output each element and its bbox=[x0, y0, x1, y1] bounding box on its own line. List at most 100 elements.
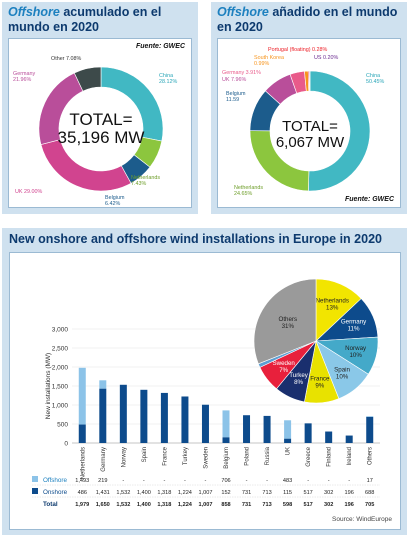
bar-onshore-france bbox=[160, 392, 168, 443]
bar-onshore-ireland bbox=[345, 435, 353, 443]
table-cell: - bbox=[163, 478, 165, 484]
pie-label-name: China bbox=[366, 73, 381, 79]
table-cell: 731 bbox=[242, 490, 251, 496]
pie-label-name: China bbox=[159, 73, 174, 79]
legend-label-offshore: Offshore bbox=[43, 477, 68, 484]
table-cell: - bbox=[205, 478, 207, 484]
legend-label-onshore: Onshore bbox=[43, 489, 68, 496]
pie-slice-uk bbox=[40, 139, 132, 192]
offshore-cumulative-title: Offshore acumulado en el mundo en 2020 bbox=[8, 5, 162, 34]
pie-label-value: 0.99% bbox=[254, 61, 270, 68]
chart-source: Source: WindEurope bbox=[332, 516, 392, 523]
pie-value-others: 31% bbox=[282, 323, 295, 330]
pie-label-others: Others bbox=[279, 316, 298, 323]
offshore-added-total: TOTAL= 6,067 MW bbox=[275, 118, 345, 151]
bar-onshore-sweden bbox=[201, 404, 209, 443]
legend-label-total: Total bbox=[43, 501, 58, 508]
bar-onshore-poland bbox=[243, 415, 251, 443]
offshore-added-chart-area: TOTAL= 6,067 MW China 50.45% Netherlands 24… bbox=[217, 38, 401, 208]
y-tick-label: 3,000 bbox=[52, 327, 69, 334]
pie-label-belgium: Belgium 11.59 bbox=[226, 91, 245, 104]
table-cell: 152 bbox=[221, 490, 230, 496]
pie-label-name: Other 7.08% bbox=[51, 56, 82, 62]
table-cell: 1,532 bbox=[116, 490, 130, 496]
pie-label-netherlands: Netherlands 7.43% bbox=[131, 175, 160, 188]
pie-label-sweden: Sweden bbox=[272, 360, 295, 367]
table-cell: 858 bbox=[221, 502, 230, 508]
table-cell: 302 bbox=[324, 502, 333, 508]
y-axis-label: New installations (MW) bbox=[45, 353, 52, 419]
table-cell: 1,400 bbox=[137, 490, 151, 496]
table-cell: 17 bbox=[367, 478, 373, 484]
offshore-cumulative-total: TOTAL= 35,196 MW bbox=[57, 110, 145, 147]
x-tick-label: Norway bbox=[121, 447, 127, 467]
pie-label-value: 24.65% bbox=[234, 191, 253, 198]
offshore-added-title: Offshore añadido en el mundo en 2020 bbox=[217, 5, 398, 34]
bar-onshore-greece bbox=[304, 423, 312, 443]
x-tick-label: Greece bbox=[306, 446, 312, 466]
table-cell: 598 bbox=[283, 502, 292, 508]
table-cell: 1,224 bbox=[178, 502, 193, 508]
table-cell: 517 bbox=[303, 490, 312, 496]
table-cell: 706 bbox=[221, 478, 230, 484]
bar-onshore-spain bbox=[140, 389, 148, 443]
x-tick-label: Ireland bbox=[347, 447, 353, 465]
pie-value-germany: 11% bbox=[348, 326, 360, 333]
table-cell: - bbox=[246, 478, 248, 484]
europe-title: New onshore and offshore wind installati… bbox=[9, 232, 382, 246]
table-cell: 483 bbox=[283, 478, 292, 484]
europe-share-pie: Netherlands13%Germany11%Norway10%Spain10… bbox=[253, 278, 379, 404]
pie-label-china: China 28.12% bbox=[159, 73, 177, 86]
table-cell: 1,007 bbox=[198, 490, 212, 496]
legend-swatch-offshore bbox=[32, 476, 38, 482]
pie-slice-us bbox=[308, 70, 311, 92]
pie-label-turkey: Turkey bbox=[289, 372, 309, 379]
table-cell: 1,532 bbox=[116, 502, 130, 508]
y-tick-label: 500 bbox=[57, 422, 68, 429]
pie-label-value: 6.42% bbox=[105, 201, 121, 208]
pie-label-value: 21.96% bbox=[13, 77, 32, 84]
table-cell: 115 bbox=[283, 490, 292, 496]
pie-label-value: 7.43% bbox=[131, 181, 147, 188]
x-tick-label: Russia bbox=[265, 446, 271, 465]
bar-onshore-germany bbox=[99, 388, 107, 443]
pie-label-germany: Germany 3.91% bbox=[222, 70, 261, 76]
x-tick-label: Finland bbox=[327, 447, 333, 467]
pie-label-value: 11.59 bbox=[226, 97, 240, 104]
offshore-cumulative-chart-area: Fuente: GWEC TOTAL= 35,196 MW China 28.12… bbox=[8, 38, 192, 208]
offshore-cumulative-donut bbox=[38, 66, 164, 192]
offshore-added-donut bbox=[249, 70, 371, 192]
table-cell: - bbox=[143, 478, 145, 484]
pie-label-name: Germany bbox=[13, 71, 36, 77]
pie-label-france: France bbox=[310, 376, 330, 383]
table-cell: 1,224 bbox=[178, 490, 192, 496]
y-tick-label: 2,500 bbox=[52, 346, 69, 353]
pie-value-france: 9% bbox=[315, 383, 324, 390]
table-cell: - bbox=[184, 478, 186, 484]
pie-label-name: US 0.20% bbox=[314, 55, 339, 61]
pie-label-portugal-floating: Portugal (floating) 0.28% bbox=[268, 47, 327, 53]
bar-offshore-belgium bbox=[222, 410, 230, 438]
table-cell: 705 bbox=[365, 502, 374, 508]
pie-label-china: China 50.45% bbox=[366, 73, 384, 86]
pie-value-spain: 10% bbox=[336, 374, 349, 381]
x-tick-label: Belgium bbox=[224, 447, 230, 469]
pie-value-sweden: 7% bbox=[279, 367, 288, 374]
table-cell: 196 bbox=[345, 502, 354, 508]
table-cell: 713 bbox=[262, 490, 271, 496]
europe-chart-area: 0 500 1,000 1,500 2,000 2,500 3,000 New install… bbox=[9, 252, 401, 530]
bar-onshore-norway bbox=[119, 384, 127, 443]
bar-onshore-finland bbox=[325, 431, 333, 443]
offshore-cumulative-panel: Offshore acumulado en el mundo en 2020 F… bbox=[2, 2, 198, 214]
bar-offshore-germany bbox=[99, 380, 107, 389]
europe-panel: New onshore and offshore wind installati… bbox=[2, 228, 407, 535]
legend-swatch-onshore bbox=[32, 488, 38, 494]
pie-value-turkey: 8% bbox=[294, 379, 303, 386]
pie-label-name: Belgium bbox=[105, 195, 125, 201]
x-tick-label: Germany bbox=[101, 447, 107, 472]
table-cell: - bbox=[122, 478, 124, 484]
table-cell: 1,318 bbox=[157, 502, 171, 508]
y-tick-label: 2,000 bbox=[52, 365, 69, 372]
table-cell: 1,493 bbox=[75, 478, 89, 484]
table-cell: 1,318 bbox=[157, 490, 171, 496]
